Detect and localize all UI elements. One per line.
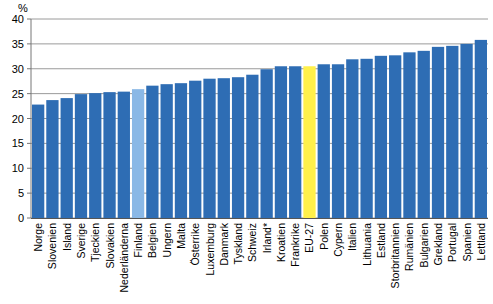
- x-tick-label: Storbritannien: [389, 223, 401, 289]
- bar: [75, 94, 87, 218]
- y-tick-label: 20: [12, 113, 24, 125]
- bar: [318, 64, 330, 218]
- x-tick-label: Danmark: [218, 222, 230, 265]
- bar: [89, 93, 101, 218]
- x-tick-label: Belgien: [146, 223, 158, 258]
- bar: [446, 46, 458, 218]
- x-tick-label: Norge: [32, 223, 44, 252]
- bar: [175, 83, 187, 218]
- x-axis-line: [31, 218, 488, 219]
- x-tick-label: Ungern: [161, 223, 173, 258]
- bar: [132, 89, 144, 218]
- x-tick-label: Slovenien: [46, 223, 58, 269]
- tick-mark: [27, 19, 31, 20]
- x-tick-label: Cypern: [332, 223, 344, 257]
- chart: %0510152025303540NorgeSlovenienIslandSve…: [0, 0, 493, 304]
- bar: [418, 51, 430, 218]
- tick-mark: [27, 143, 31, 144]
- y-tick-label: 25: [12, 88, 24, 100]
- x-tick-label: Lithuania: [361, 223, 373, 266]
- tick-mark: [27, 43, 31, 44]
- bar: [260, 69, 272, 218]
- x-tick-label: Grekland: [432, 223, 444, 266]
- y-tick-label: 35: [12, 38, 24, 50]
- bar: [375, 56, 387, 218]
- x-tick-label: Rumänien: [403, 223, 415, 271]
- bar: [118, 92, 130, 218]
- bar: [346, 59, 358, 218]
- x-tick-label: Lettland: [475, 223, 487, 261]
- bar: [303, 66, 315, 218]
- x-tick-label: Portugal: [446, 223, 458, 262]
- x-tick-label: Nederländerna: [118, 223, 130, 293]
- x-tick-label: Luxemburg: [204, 223, 216, 276]
- bar: [103, 92, 115, 218]
- bar: [203, 79, 215, 218]
- x-tick-label: Slovakien: [104, 223, 116, 269]
- bar: [146, 86, 158, 218]
- y-tick-label: 15: [12, 137, 24, 149]
- tick-mark: [27, 68, 31, 69]
- tick-mark: [27, 168, 31, 169]
- x-tick-label: Polen: [318, 223, 330, 250]
- tick-mark: [27, 193, 31, 194]
- bar: [475, 40, 487, 218]
- x-tick-label: Finland: [132, 223, 144, 258]
- x-tick-label: Italien: [346, 223, 358, 251]
- x-tick-label: Malta: [175, 223, 187, 249]
- x-tick-label: Kroatien: [275, 223, 287, 262]
- bars: [32, 40, 487, 218]
- bar: [218, 78, 230, 218]
- x-tick-label: Tjeckien: [89, 223, 101, 262]
- x-tick-label: Sverige: [75, 223, 87, 259]
- tick-mark: [27, 218, 31, 219]
- y-tick-label: 40: [12, 13, 24, 25]
- bar: [403, 52, 415, 218]
- x-tick-label: Tyskland: [232, 223, 244, 265]
- bar: [275, 66, 287, 218]
- x-tick-label: Irland*: [261, 223, 273, 253]
- bar: [189, 81, 201, 218]
- bar: [32, 105, 44, 218]
- x-tick-label: Island: [61, 223, 73, 251]
- grid-line: [31, 19, 488, 20]
- y-tick-label: 5: [18, 187, 24, 199]
- bar: [161, 84, 173, 218]
- y-axis-line: [31, 19, 32, 218]
- x-tick-label: Bulgarien: [418, 223, 430, 268]
- bar: [46, 100, 58, 218]
- bar: [232, 77, 244, 218]
- bar: [289, 66, 301, 218]
- grid-line: [31, 43, 488, 44]
- x-tick-label: Estland: [375, 223, 387, 258]
- tick-mark: [27, 118, 31, 119]
- bar: [61, 98, 73, 218]
- x-tick-label: EU-27: [303, 223, 315, 253]
- tick-mark: [27, 93, 31, 94]
- x-tick-label: Österrike: [189, 223, 201, 266]
- y-tick-label: 10: [12, 162, 24, 174]
- bar: [432, 47, 444, 218]
- bar: [360, 59, 372, 218]
- x-tick-label: Spanien: [461, 223, 473, 262]
- y-tick-label: 30: [12, 63, 24, 75]
- y-tick-label: 0: [18, 212, 24, 224]
- bar: [332, 64, 344, 218]
- x-tick-label: Schweiz: [246, 223, 258, 262]
- bar: [460, 44, 472, 218]
- bar: [389, 55, 401, 218]
- x-tick-label: Frankrike: [289, 223, 301, 267]
- bar: [246, 75, 258, 218]
